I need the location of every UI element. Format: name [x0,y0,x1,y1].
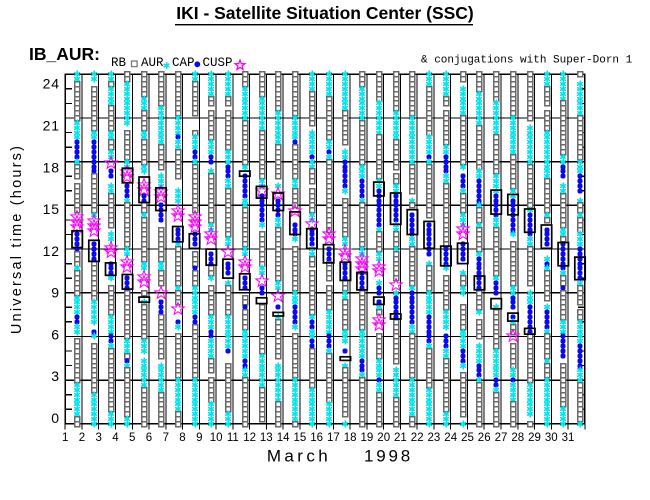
svg-text:20: 20 [377,432,390,444]
svg-text:29: 29 [528,432,541,444]
svg-text:9: 9 [196,432,202,444]
svg-text:6: 6 [146,432,152,444]
svg-text:15: 15 [294,432,307,444]
svg-text:21: 21 [394,432,407,444]
svg-text:RB: RB [111,56,127,70]
svg-text:22: 22 [411,432,424,444]
svg-text:10: 10 [210,432,223,444]
svg-text:26: 26 [478,432,491,444]
svg-text:0: 0 [51,410,60,426]
svg-text:31: 31 [562,432,575,444]
svg-text:25: 25 [461,432,474,444]
svg-text:16: 16 [310,432,323,444]
svg-text:7: 7 [163,432,169,444]
svg-text:21: 21 [43,118,60,134]
svg-text:24: 24 [444,432,457,444]
svg-text:18: 18 [43,159,60,175]
svg-text:March: March [267,447,331,466]
svg-text:12: 12 [243,432,256,444]
svg-text:12: 12 [43,243,60,259]
svg-text:4: 4 [112,432,119,444]
svg-text:6: 6 [51,326,60,342]
svg-text:13: 13 [260,432,273,444]
svg-text:1998: 1998 [364,447,413,466]
svg-text:9: 9 [51,285,60,301]
svg-text:19: 19 [361,432,374,444]
svg-text:AUR: AUR [141,56,164,70]
svg-text:28: 28 [511,432,524,444]
svg-text:IB_AUR:: IB_AUR: [29,44,100,64]
svg-text:CAP: CAP [172,56,195,70]
svg-text:CUSP: CUSP [203,56,233,70]
svg-text:14: 14 [277,432,290,444]
svg-text:1: 1 [62,432,68,444]
svg-text:3: 3 [95,432,101,444]
svg-text:Universal time (hours): Universal time (hours) [9,144,25,334]
svg-text:11: 11 [227,432,239,444]
svg-text:IKI - Satellite Situation Cent: IKI - Satellite Situation Center (SSC) [176,3,474,23]
svg-text:17: 17 [327,432,340,444]
svg-text:24: 24 [43,76,60,92]
svg-text:2: 2 [79,432,85,444]
svg-text:18: 18 [344,432,357,444]
svg-text:3: 3 [51,368,60,384]
svg-text:15: 15 [43,201,60,217]
svg-text:8: 8 [179,432,185,444]
svg-text:27: 27 [495,432,508,444]
svg-text:5: 5 [129,432,135,444]
svg-text:23: 23 [428,432,441,444]
svg-text:& conjugations with Super-Dorn: & conjugations with Super-Dorn 1 [421,54,633,66]
svg-text:30: 30 [545,432,558,444]
